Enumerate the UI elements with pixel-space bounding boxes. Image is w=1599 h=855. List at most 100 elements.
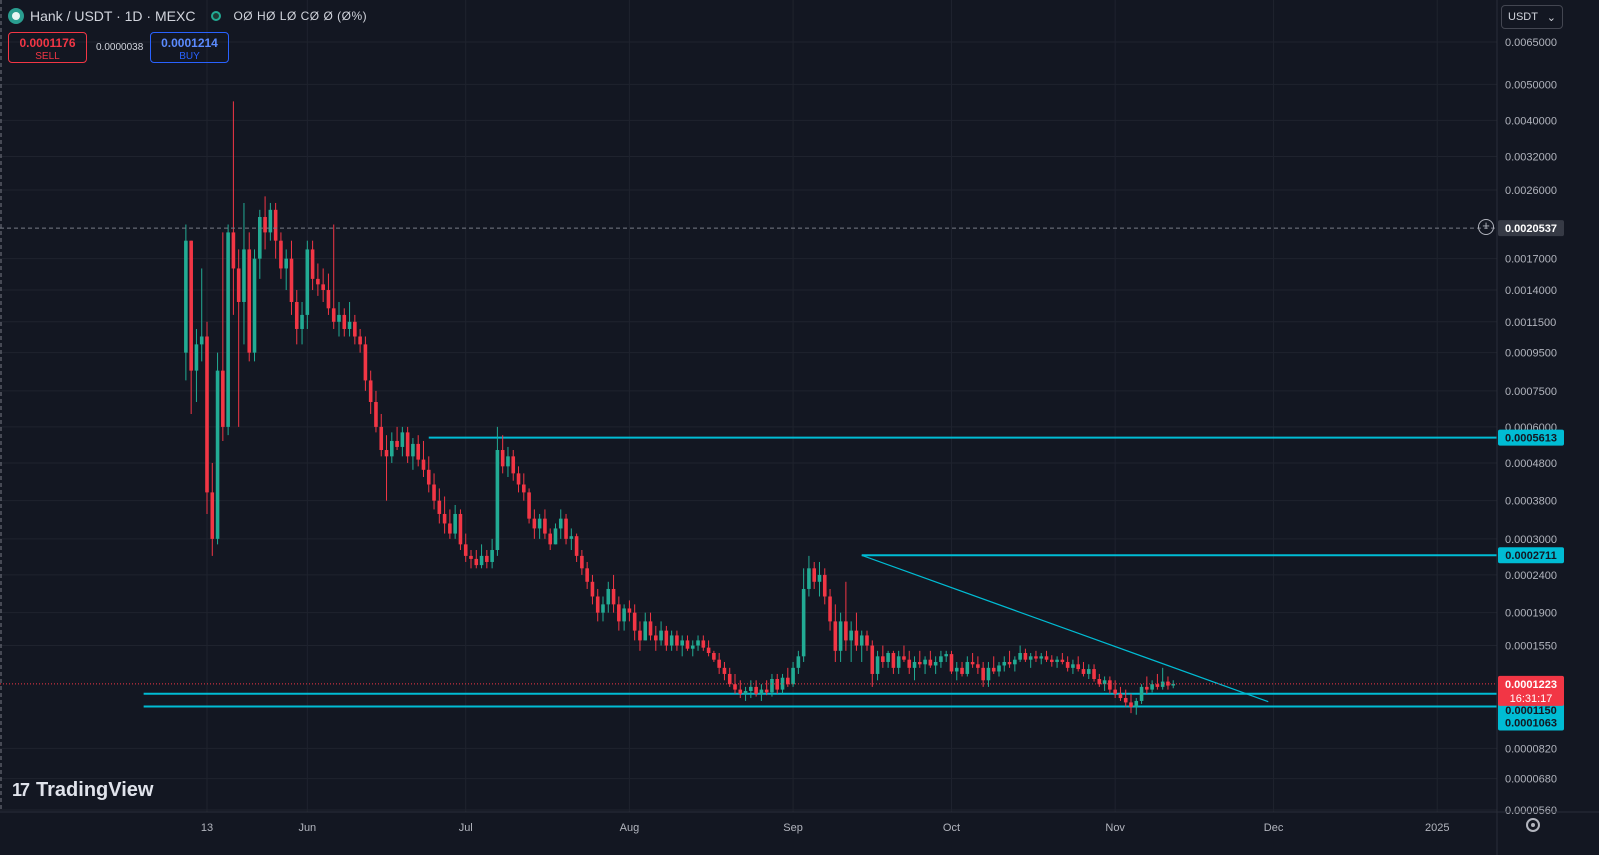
- candle-body: [875, 656, 880, 674]
- candle-body: [236, 268, 241, 302]
- price-labels: 0.00205370.00056130.00027110.00011500.00…: [1498, 220, 1564, 731]
- price-tick-label: 0.0003800: [1505, 496, 1557, 508]
- candle-body: [759, 689, 764, 694]
- horizontal-levels: [143, 436, 1497, 708]
- candle-body: [791, 667, 795, 685]
- candle-body: [896, 656, 901, 668]
- tradingview-logo[interactable]: 17 TradingView: [12, 779, 153, 802]
- candle-body: [1055, 659, 1059, 662]
- candle-body: [231, 232, 236, 269]
- candle-body: [1155, 684, 1160, 687]
- sell-label: SELL: [35, 51, 60, 62]
- candle-body: [1171, 683, 1176, 686]
- candle-body: [474, 558, 479, 566]
- price-tick-label: 0.0011500: [1505, 317, 1556, 329]
- price-tick-label: 0.0009500: [1505, 348, 1557, 360]
- candle-body: [347, 321, 352, 329]
- candle-body: [881, 656, 885, 662]
- candle-body: [506, 456, 510, 467]
- candle-body: [701, 640, 706, 648]
- candle-body: [252, 258, 257, 353]
- candle-body: [363, 344, 368, 381]
- candle-body: [1134, 700, 1139, 707]
- candle-body: [1145, 686, 1149, 690]
- trend-line-layer: [861, 554, 1269, 703]
- price-tick-label: 0.0032000: [1505, 151, 1557, 163]
- candle-body: [854, 630, 859, 646]
- candle-body: [844, 621, 848, 641]
- add-alert-plus-icon[interactable]: +: [1478, 219, 1494, 235]
- tradingview-wordmark: TradingView: [36, 779, 154, 801]
- market-status-icon[interactable]: [211, 11, 222, 21]
- time-axis[interactable]: 13 Jun Jul Aug Sep Oct Nov Dec 2025: [0, 811, 1599, 834]
- sell-price: 0.0001176: [19, 36, 76, 50]
- candle-body: [1071, 664, 1075, 668]
- price-axis[interactable]: 0.0065000 0.0050000 0.0040000 0.0032000 0.00…: [1496, 0, 1557, 855]
- candle-body: [928, 659, 933, 666]
- candle-body: [1076, 664, 1080, 670]
- candle-body: [1060, 659, 1065, 662]
- candle-body: [991, 667, 996, 672]
- buy-label: BUY: [179, 51, 200, 62]
- candle-body: [263, 217, 267, 233]
- candle-body: [865, 635, 869, 646]
- candle-body: [437, 500, 442, 514]
- candle-body: [1044, 656, 1049, 660]
- candle-body: [522, 484, 526, 493]
- candle-body: [838, 621, 843, 651]
- candle-body: [1002, 661, 1007, 666]
- candle-body: [580, 555, 584, 569]
- candle-body: [960, 667, 964, 674]
- candle-body: [754, 686, 758, 694]
- candle-body: [939, 656, 943, 662]
- candle-body: [590, 581, 595, 597]
- candle-body: [294, 301, 299, 329]
- candle-body: [796, 656, 801, 668]
- hank-coin-icon: [8, 8, 24, 24]
- currency-select[interactable]: USDT ⌄: [1501, 5, 1563, 29]
- candle-body: [1018, 653, 1022, 660]
- level-price-label: 0.0005613: [1505, 433, 1557, 445]
- candle-body: [268, 209, 273, 233]
- candle-body: [485, 555, 489, 562]
- price-tick-label: 0.0007500: [1505, 386, 1557, 398]
- currency-value: USDT: [1508, 11, 1538, 23]
- candle-body: [1007, 661, 1012, 665]
- sell-button[interactable]: 0.0001176 SELL: [8, 32, 87, 63]
- candle-body: [316, 278, 320, 285]
- candle-body: [426, 469, 431, 485]
- candle-body: [918, 661, 922, 665]
- price-tick-label: 0.0003000: [1505, 534, 1557, 546]
- candle-body: [585, 568, 589, 582]
- candle-body: [390, 440, 394, 457]
- price-tick-label: 0.0065000: [1505, 37, 1557, 49]
- candle-body: [1102, 680, 1107, 685]
- candle-body: [717, 659, 721, 668]
- current-price-bg: [1498, 675, 1564, 706]
- candle-body: [226, 232, 230, 427]
- candle-body: [284, 258, 288, 269]
- level-price-label: 0.0002711: [1505, 550, 1556, 562]
- crosshair: [0, 0, 1497, 812]
- candle-body: [1065, 661, 1070, 668]
- buy-button[interactable]: 0.0001214 BUY: [150, 32, 229, 63]
- candle-body: [221, 370, 225, 427]
- candle-body: [822, 574, 827, 597]
- candle-body: [331, 308, 336, 322]
- candle-body: [1028, 656, 1033, 660]
- candle-body: [659, 630, 663, 641]
- price-tick-label: 0.0000680: [1505, 774, 1557, 786]
- candle-body: [495, 450, 500, 551]
- price-tick-label: 0.0050000: [1505, 79, 1557, 91]
- current-price-label: 0.0001223: [1505, 679, 1557, 691]
- level-price-label-bg: [1498, 714, 1564, 731]
- settings-gear-icon[interactable]: [1526, 818, 1540, 832]
- candle-body: [949, 654, 954, 672]
- candles: [184, 101, 1176, 715]
- candle-body: [965, 661, 970, 674]
- time-tick-label: Sep: [783, 822, 803, 834]
- time-tick-label: Oct: [943, 822, 960, 834]
- candle-body: [342, 314, 347, 329]
- symbol-title[interactable]: Hank / USDT · 1D · MEXC: [30, 8, 196, 24]
